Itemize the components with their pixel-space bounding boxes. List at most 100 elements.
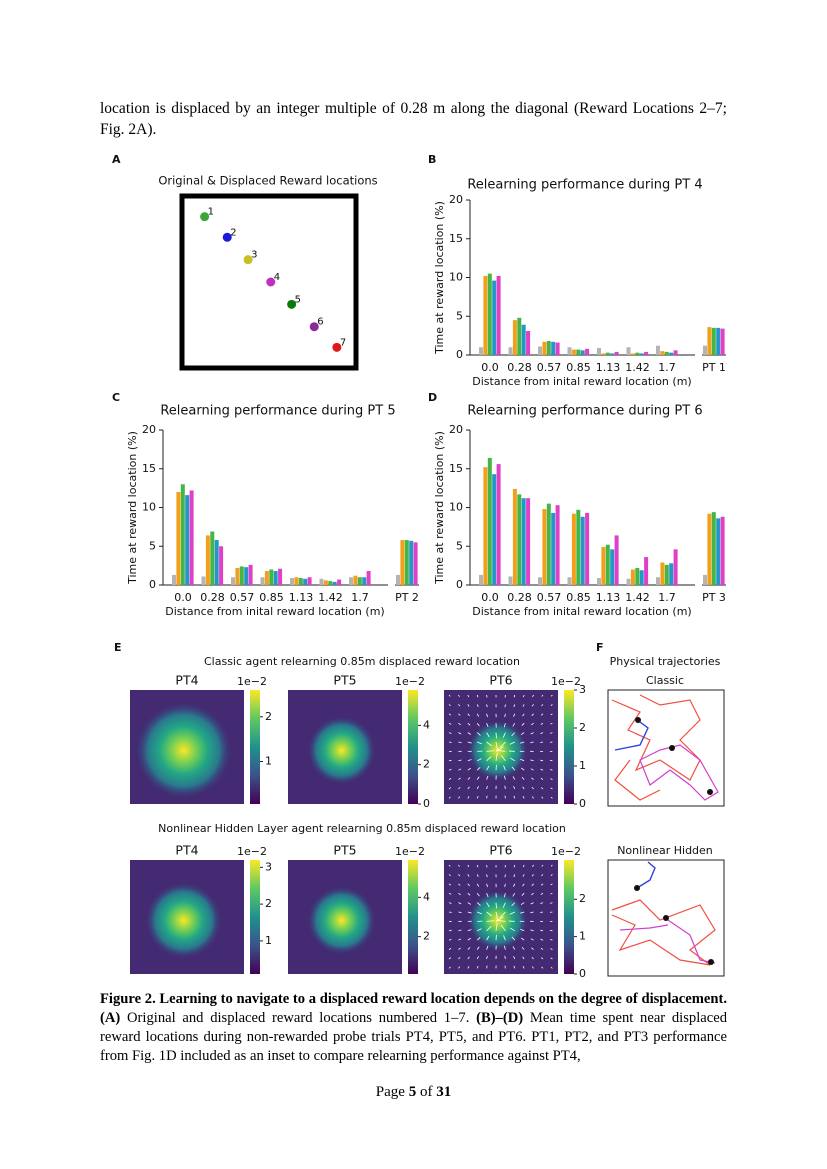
quiver [458,694,460,697]
quiver [476,776,480,780]
quiver [509,911,515,915]
colorbar-tick-label: 4 [423,890,430,903]
quiver [496,919,506,922]
bar [357,577,362,585]
quiver [448,713,452,716]
quiver [550,957,553,960]
trajectory [639,744,719,801]
quiver [530,759,534,762]
panel-letter: F [596,641,604,654]
quiver [512,946,516,950]
quiver [486,883,488,888]
y-tick-label: 0 [456,348,463,361]
trajectory-point [707,789,713,795]
quiver [448,929,452,932]
x-tick-label: 0.0 [481,361,499,374]
bar [294,577,299,585]
bar [656,345,660,355]
bar [366,571,371,585]
quiver [477,928,482,932]
quiver [448,864,451,867]
quiver [509,741,515,745]
x-tick-label: 0.57 [230,591,255,604]
quiver [502,902,506,908]
bar [542,341,547,355]
quiver [486,741,493,747]
x-tick-label: 1.42 [318,591,343,604]
bar [580,350,585,355]
quiver [540,947,544,950]
plot-frame [179,193,359,371]
quiver [500,925,506,932]
quiver [458,741,462,744]
quiver [522,883,525,887]
quiver [550,864,553,867]
quiver [486,902,490,908]
chart-title: Relearning performance during PT 4 [467,178,702,193]
point [200,212,210,222]
bar [400,540,405,585]
bar [483,467,488,585]
heatmap-title: PT4 [175,843,198,858]
heatmap-title: PT5 [333,673,356,688]
bar [614,351,619,355]
bar [716,518,721,585]
bar [319,578,324,585]
quiver [448,787,451,790]
quiver [495,732,497,739]
quiver [467,741,472,744]
trajectory-point [634,885,640,891]
quiver [458,864,460,867]
quiver [541,864,544,867]
quiver [476,874,479,877]
quiver [510,757,516,762]
bar [635,567,640,585]
point [266,277,276,287]
colorbar-scale: 1e−2 [237,845,267,858]
x-tick-label: 1.13 [289,591,314,604]
quiver [467,694,470,698]
bar [260,577,265,585]
bar [605,352,610,355]
colorbar [408,690,418,804]
quiver [486,965,488,969]
x-tick-label: 0.0 [174,591,192,604]
quiver [495,753,498,761]
quiver [448,957,451,960]
bar [567,577,572,585]
quiver [458,713,461,716]
quiver [513,956,516,960]
bar [201,576,206,585]
point-label: 1 [208,207,214,218]
trajectory-title: Physical trajectories [610,655,721,668]
quiver [532,864,534,867]
quiver [550,713,553,716]
bar [597,578,601,585]
quiver [458,874,461,877]
quiver [520,767,525,771]
quiver [476,937,481,941]
x-tick-label: 1.7 [658,361,676,374]
bar [353,575,358,585]
quiver [513,965,516,969]
heatmap-row-title: Classic agent relearning 0.85m displaced… [204,655,520,668]
x-axis-label: Distance from inital reward location (m) [472,375,691,388]
colorbar-tick-label: 2 [423,758,430,771]
quiver [486,911,493,917]
page-total: 31 [436,1084,452,1100]
bar [496,275,501,355]
bar [542,509,547,585]
quiver [550,939,553,941]
quiver [503,775,506,780]
quiver [458,892,461,896]
quiver [503,765,506,771]
quiver [458,966,461,969]
colorbar-tick-label: 1 [265,755,272,768]
quiver [550,769,553,771]
trajectory-label: Classic [646,674,684,687]
quiver [467,777,471,780]
quiver [550,778,553,780]
y-tick-label: 0 [149,578,156,591]
bar [239,566,244,585]
